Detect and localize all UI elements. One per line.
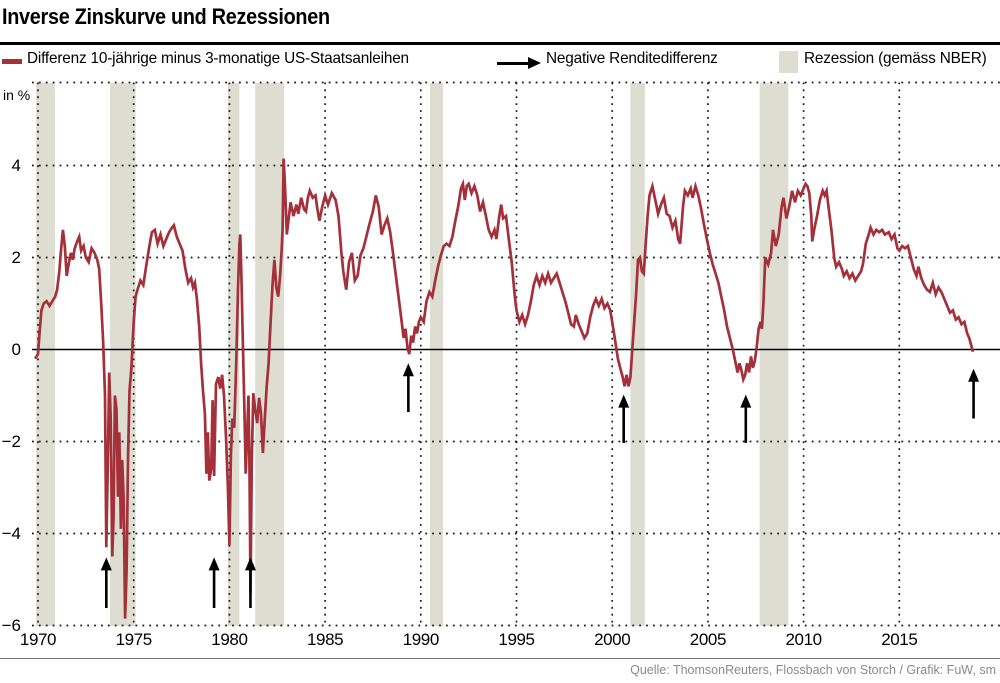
x-tick-label: 1995 — [498, 630, 535, 649]
arrow-head-icon — [528, 56, 541, 69]
x-tick-label: 1975 — [115, 630, 153, 649]
negative-spread-arrow-head — [740, 394, 752, 408]
title-rule — [0, 42, 1000, 45]
negative-spread-arrow-head — [100, 557, 112, 571]
negative-spread-arrow-head — [245, 557, 256, 571]
negative-spread-arrow-head — [402, 363, 414, 377]
negative-spread-arrow-head — [968, 368, 980, 382]
recession-swatch — [779, 51, 798, 73]
y-tick-label: 2 — [11, 247, 21, 267]
legend-recession-label: Rezession (gemäss NBER) — [804, 50, 987, 67]
legend-series-label: Differenz 10-jährige minus 3-monatige US… — [27, 50, 409, 67]
recession-band — [759, 83, 789, 626]
footer-rule — [0, 658, 1000, 659]
y-tick-label: −6 — [1, 615, 21, 635]
x-tick-label: 2015 — [881, 630, 918, 649]
legend-arrow-label: Negative Renditedifferenz — [546, 50, 718, 67]
recession-band — [227, 83, 240, 626]
x-tick-label: 1985 — [306, 630, 344, 649]
y-tick-label: −2 — [1, 431, 21, 451]
y-tick-label: 0 — [11, 339, 21, 359]
page-title: Inverse Zinskurve und Rezessionen — [2, 4, 330, 29]
y-tick-label: 4 — [11, 155, 21, 175]
x-tick-label: 1970 — [19, 630, 57, 649]
arrow-icon — [497, 62, 529, 65]
spread-line — [33, 158, 975, 619]
negative-spread-arrow-head — [208, 557, 220, 571]
y-tick-label: −4 — [1, 523, 21, 543]
recession-band — [630, 83, 645, 626]
y-axis-unit-label: in % — [3, 87, 31, 103]
negative-spread-arrow-head — [618, 394, 630, 408]
x-tick-label: 2010 — [785, 630, 822, 649]
recession-band — [430, 83, 443, 626]
series-line-swatch — [2, 59, 22, 64]
x-tick-label: 1980 — [211, 630, 248, 649]
source-credit: Quelle: ThomsonReuters, Flossbach von St… — [630, 663, 996, 677]
recession-band — [36, 83, 55, 626]
x-tick-label: 1990 — [402, 630, 440, 649]
x-tick-label: 2005 — [689, 630, 727, 649]
x-tick-label: 2000 — [594, 630, 631, 649]
